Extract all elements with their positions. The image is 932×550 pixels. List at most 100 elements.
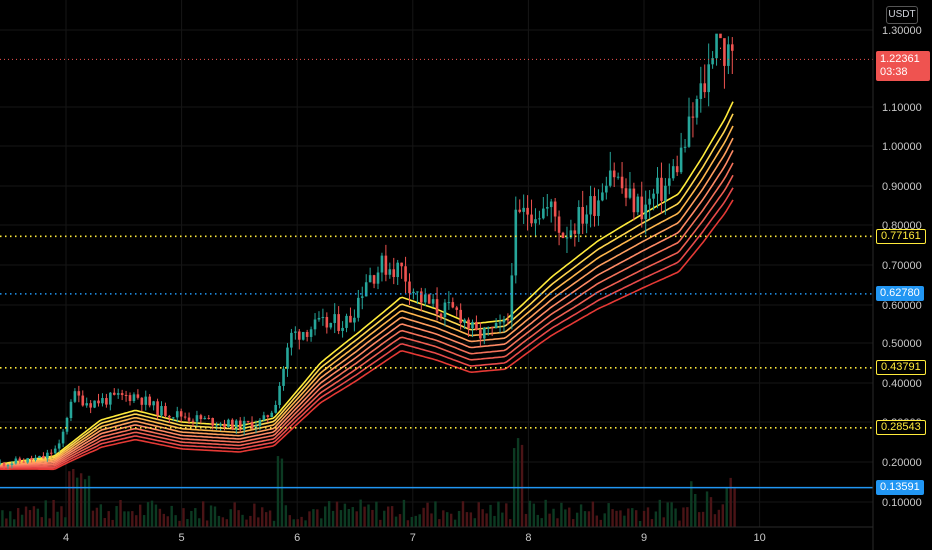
- candle-body: [644, 204, 647, 220]
- volume-bar: [154, 504, 158, 527]
- volume-bar: [650, 519, 654, 527]
- candle-body: [266, 415, 270, 417]
- volume-bar: [532, 503, 536, 527]
- candle-body: [632, 188, 636, 213]
- volume-bar: [501, 512, 504, 527]
- candle-body: [329, 322, 333, 328]
- current-price-tag: 1.22361 03:38: [876, 51, 930, 81]
- volume-bar: [99, 504, 103, 527]
- volume-bar: [642, 510, 646, 527]
- volume-bar: [351, 507, 354, 527]
- volume-bar: [103, 518, 106, 527]
- volume-bar: [383, 510, 386, 527]
- volume-bar: [331, 510, 335, 527]
- candle-body: [467, 319, 470, 329]
- candle-body: [223, 423, 226, 427]
- volume-bar: [44, 500, 47, 527]
- candle-body: [581, 207, 585, 224]
- volume-bar: [402, 499, 406, 527]
- candle-body: [620, 176, 624, 189]
- volume-bar: [237, 510, 240, 527]
- volume-bar: [394, 516, 398, 527]
- candle-body: [660, 177, 663, 201]
- candle-body: [538, 218, 541, 220]
- volume-bar: [430, 513, 433, 527]
- candle-body: [305, 331, 309, 337]
- candle-body: [246, 420, 250, 422]
- volume-bar: [142, 515, 146, 527]
- volume-bar: [288, 515, 291, 527]
- candle-body: [207, 417, 211, 419]
- candle-body: [730, 44, 734, 51]
- volume-bar: [72, 468, 75, 527]
- volume-bar: [453, 519, 457, 527]
- volume-bar: [174, 515, 177, 527]
- volume-bar: [355, 511, 358, 527]
- candle-body: [234, 420, 238, 430]
- ema-ribbon-line: [0, 150, 734, 468]
- candle-body: [490, 327, 494, 329]
- candle-body: [687, 116, 691, 147]
- time-axis-label: 8: [525, 532, 531, 544]
- price-level-tag: 0.28543: [876, 420, 926, 436]
- volume-bar: [733, 488, 736, 527]
- volume-bar: [520, 444, 524, 527]
- candle-body: [612, 170, 616, 178]
- ema-ribbon-line: [0, 137, 734, 467]
- ema-ribbon-line: [0, 101, 734, 465]
- candle-body: [132, 394, 136, 401]
- candle-body: [423, 294, 427, 303]
- candle-body: [215, 425, 218, 427]
- candle-body: [494, 323, 498, 329]
- candle-body: [695, 98, 699, 118]
- candle-body: [2, 462, 6, 467]
- time-axis-label: 7: [410, 532, 416, 544]
- volume-bar: [170, 505, 173, 527]
- volume-bar: [579, 504, 583, 527]
- candle-body: [427, 294, 431, 304]
- price-level-tag: 0.13591: [876, 480, 924, 496]
- candle-body: [404, 266, 407, 282]
- volume-bar: [261, 507, 264, 527]
- volume-bar: [646, 507, 650, 527]
- price-axis-label: 0.20000: [882, 457, 922, 469]
- candle-body: [360, 296, 364, 298]
- ema-ribbon-line: [0, 162, 734, 469]
- candle-body: [333, 314, 337, 323]
- volume-bar: [64, 517, 67, 527]
- volume-bar: [426, 502, 429, 527]
- candle-body: [585, 214, 588, 224]
- candle-body: [628, 188, 632, 198]
- candle-body: [89, 403, 92, 408]
- candle-body: [416, 291, 419, 293]
- candle-body: [297, 331, 301, 340]
- volume-bar: [87, 475, 91, 527]
- candle-body: [573, 230, 577, 234]
- candle-body: [160, 406, 163, 416]
- volume-bar: [320, 518, 323, 527]
- volume-bar: [619, 510, 622, 527]
- candle-body: [61, 431, 65, 444]
- volume-bar: [107, 511, 110, 527]
- volume-bar: [127, 511, 130, 527]
- candle-body: [26, 458, 29, 463]
- candle-body: [675, 166, 679, 173]
- candle-body: [506, 319, 510, 321]
- volume-bar: [623, 515, 626, 527]
- candle-body: [116, 393, 120, 395]
- volume-bar: [469, 512, 473, 527]
- volume-bar: [729, 477, 732, 527]
- volume-bar: [418, 514, 421, 527]
- candle-body: [97, 400, 100, 404]
- currency-label[interactable]: USDT: [886, 6, 918, 24]
- candle-body: [553, 201, 557, 217]
- candle-body: [447, 302, 451, 304]
- volume-bar: [146, 502, 150, 527]
- candle-body: [549, 201, 553, 208]
- volume-bar: [662, 517, 665, 527]
- candle-body: [242, 420, 246, 430]
- candle-body: [301, 331, 305, 340]
- candle-body: [727, 44, 730, 66]
- volume-bar: [477, 502, 480, 527]
